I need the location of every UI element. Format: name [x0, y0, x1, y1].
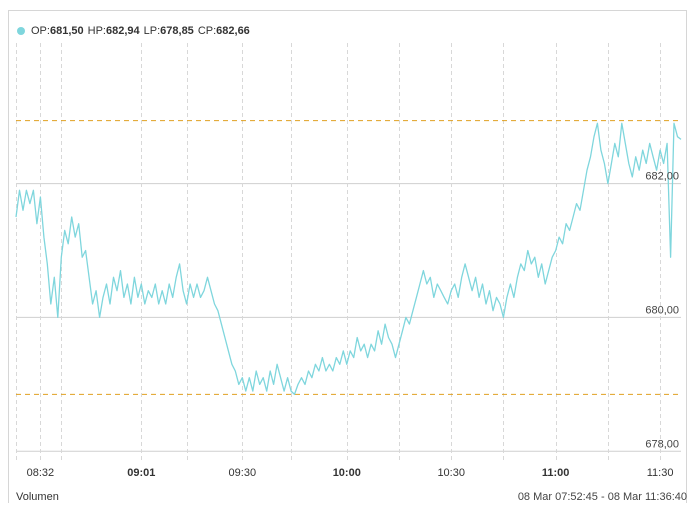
ohlc-open: OP:681,50: [31, 25, 84, 37]
x-tick-label: 10:30: [437, 467, 465, 479]
y-tick-label: 682,00: [645, 171, 679, 183]
x-tick-label: 11:00: [542, 467, 570, 479]
price-line-chart[interactable]: 682,00 680,00 678,00 08:32 09:01 09:30 10:00 10…: [0, 0, 695, 490]
volume-label[interactable]: Volumen: [16, 491, 59, 503]
x-tick-label: 08:32: [27, 467, 55, 479]
x-tick-label: 10:00: [333, 467, 361, 479]
x-tick-label: 09:30: [229, 467, 257, 479]
y-tick-label: 678,00: [645, 438, 679, 450]
time-range-label: 08 Mar 07:52:45 - 08 Mar 11:36:40: [517, 491, 687, 503]
x-tick-label: 11:30: [647, 467, 674, 479]
ohlc-high: HP:682,94: [87, 25, 140, 37]
ohlc-close: CP:682,66: [197, 25, 250, 37]
ohlc-legend: OP:681,50 HP:682,94 LP:678,85 CP:682,66: [17, 23, 254, 39]
ohlc-low: LP:678,85: [143, 25, 194, 37]
chart-frame: [8, 10, 687, 503]
chart-footer: Volumen 08 Mar 07:52:45 - 08 Mar 11:36:4…: [16, 490, 687, 505]
y-tick-label: 680,00: [645, 304, 679, 316]
price-series-line: [15, 122, 682, 396]
series-dot-icon: [17, 27, 25, 35]
x-tick-label: 09:01: [127, 467, 155, 479]
